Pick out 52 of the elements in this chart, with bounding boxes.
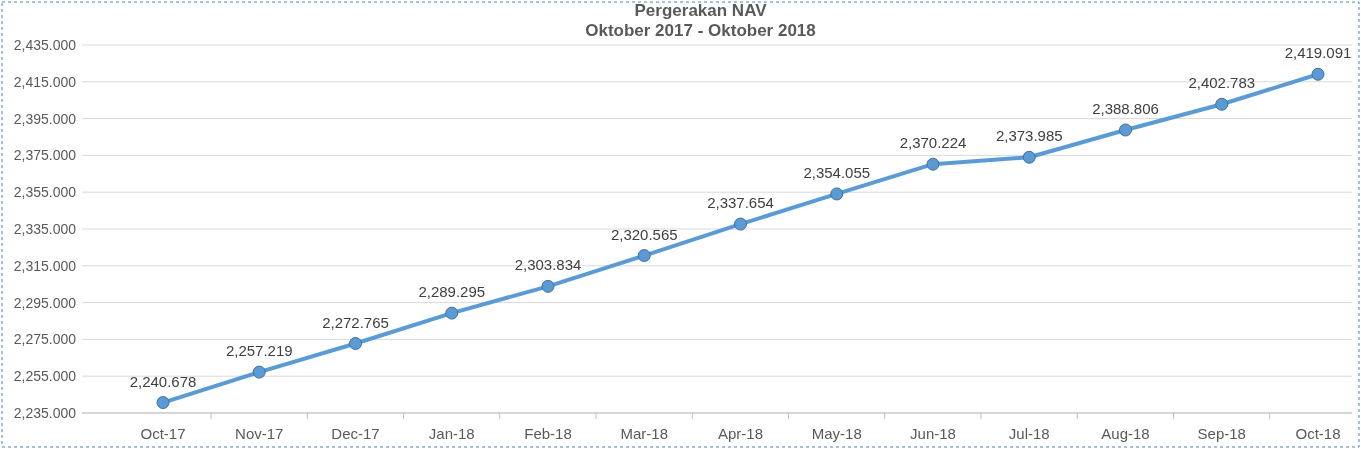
- x-tick-label: Jan-18: [428, 425, 475, 442]
- point: [734, 217, 747, 231]
- y-tick-label: 2,255.000: [13, 368, 77, 385]
- data-label: 2,402.783: [1188, 74, 1256, 92]
- data-label: 2,354.055: [803, 163, 871, 181]
- data-label: 2,272.765: [322, 313, 389, 331]
- point: [156, 396, 170, 410]
- y-tick-label: 2,355.000: [13, 184, 77, 201]
- data-label: 2,289.295: [418, 283, 486, 301]
- x-tick-label: Apr-18: [717, 425, 764, 442]
- x-tick-label: Mar-18: [620, 425, 669, 442]
- y-tick-label: 2,315.000: [13, 257, 77, 274]
- data-label: 2,303.834: [514, 256, 582, 274]
- point: [637, 249, 651, 263]
- data-label: 2,370.224: [899, 134, 967, 152]
- point: [1119, 123, 1132, 137]
- x-tick-label: Dec-17: [331, 425, 380, 442]
- y-tick-label: 2,395.000: [13, 110, 77, 127]
- point: [1311, 67, 1325, 81]
- point: [445, 306, 459, 320]
- data-label: 2,373.985: [995, 127, 1063, 145]
- y-tick-label: 2,415.000: [13, 73, 77, 90]
- y-tick-label: 2,375.000: [13, 147, 77, 164]
- point: [830, 187, 844, 201]
- x-tick-label: May-18: [811, 425, 862, 442]
- point: [1215, 97, 1229, 111]
- chart-title: Pergerakan NAV: [634, 1, 768, 20]
- x-tick-label: Feb-18: [524, 425, 572, 442]
- point: [926, 157, 940, 171]
- data-label: 2,240.678: [129, 372, 197, 390]
- point: [349, 337, 362, 351]
- data-label: 2,257.219: [225, 342, 293, 360]
- x-tick-label: Sep-18: [1197, 425, 1246, 442]
- y-tick-label: 2,235.000: [13, 404, 77, 421]
- data-label: 2,419.091: [1284, 44, 1352, 62]
- point: [541, 279, 555, 293]
- point: [252, 365, 266, 379]
- data-label: 2,337.654: [707, 194, 774, 212]
- x-tick-label: Jun-18: [910, 425, 956, 442]
- x-tick-label: Jul-18: [1008, 425, 1050, 442]
- point: [1022, 150, 1036, 164]
- y-tick-label: 2,295.000: [13, 294, 77, 311]
- y-tick-label: 2,335.000: [13, 220, 77, 237]
- x-tick-label: Oct-18: [1295, 425, 1341, 442]
- y-tick-label: 2,435.000: [13, 36, 77, 53]
- x-tick-label: Nov-17: [235, 425, 284, 442]
- data-label: 2,320.565: [610, 225, 678, 243]
- x-tick-label: Oct-17: [140, 425, 186, 442]
- chart-subtitle: Oktober 2017 - Oktober 2018: [585, 21, 816, 40]
- data-label: 2,388.806: [1092, 100, 1159, 117]
- y-tick-label: 2,275.000: [13, 331, 77, 348]
- x-tick-label: Aug-18: [1101, 425, 1150, 442]
